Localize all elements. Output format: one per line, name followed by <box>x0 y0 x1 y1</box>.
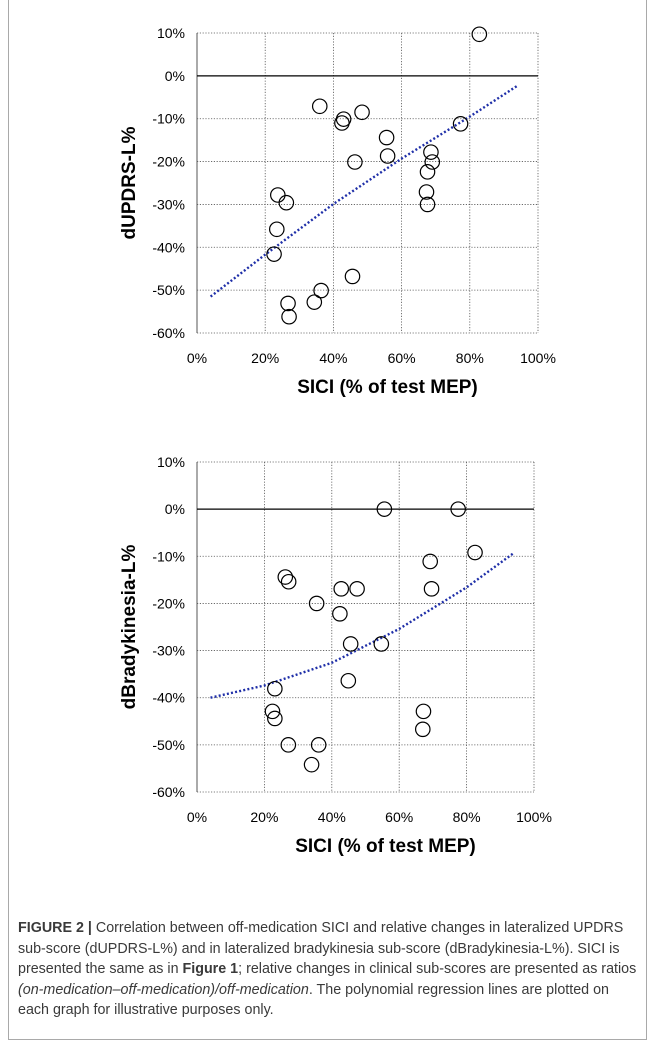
data-point <box>419 196 436 213</box>
data-point <box>415 703 432 720</box>
x-tick-label: 80% <box>453 809 481 825</box>
data-point <box>306 294 323 310</box>
y-tick-label: 0% <box>165 501 185 517</box>
y-tick-label: 10% <box>157 454 185 470</box>
data-point <box>342 636 359 652</box>
y-tick-label: -10% <box>152 548 185 564</box>
y-tick-label: -20% <box>152 154 185 170</box>
data-point <box>308 595 325 612</box>
data-point <box>452 116 469 132</box>
data-point <box>379 148 396 164</box>
y-tick-label: -40% <box>152 690 185 706</box>
y-axis-title: dBradykinesia-L% <box>119 545 140 710</box>
y-tick-label: 10% <box>157 25 185 41</box>
data-point <box>424 154 441 170</box>
x-tick-label: 20% <box>250 809 278 825</box>
caption-segment: Correlation between off-medication SICI … <box>18 920 624 978</box>
data-point <box>267 680 283 697</box>
x-axis-title: SICI (% of test MEP) <box>297 377 478 398</box>
x-tick-label: 60% <box>385 809 413 825</box>
data-point <box>333 581 350 597</box>
data-point <box>313 282 329 299</box>
trendline <box>210 552 515 699</box>
x-tick-label: 80% <box>456 350 484 366</box>
data-point <box>354 104 370 121</box>
data-point <box>280 737 297 753</box>
x-tick-label: 40% <box>318 809 346 825</box>
data-point <box>277 569 294 585</box>
data-point <box>332 606 348 622</box>
data-point <box>376 501 393 517</box>
data-point <box>310 737 327 753</box>
y-axis-title: dUPDRS-L% <box>119 126 140 239</box>
data-point <box>423 144 439 160</box>
data-point <box>349 581 365 597</box>
data-point <box>280 295 296 312</box>
x-axis-title: SICI (% of test MEP) <box>295 836 476 857</box>
y-tick-label: -30% <box>152 643 185 659</box>
x-tick-label: 40% <box>319 350 347 366</box>
data-point <box>334 115 350 131</box>
data-point <box>414 721 431 738</box>
data-point <box>418 184 435 200</box>
y-tick-label: -60% <box>152 325 185 341</box>
x-tick-label: 0% <box>187 350 207 366</box>
x-tick-label: 60% <box>388 350 416 366</box>
caption-segment-formula: (on-medication–off-medication)/off-medic… <box>18 981 309 998</box>
chart-dupdrs: 10%0%-10%-20%-30%-40%-50%-60%0% 20% 40% 60%… <box>119 25 556 398</box>
y-tick-label: -10% <box>152 111 185 127</box>
caption-label: FIGURE 2 | <box>18 920 92 936</box>
caption-segment: . The polynomial regression lines are pl… <box>18 981 609 1019</box>
data-point <box>303 756 320 773</box>
chart-dbradykinesia: 10%0%-10%-20%-30%-40%-50%-60%0% 20% 40% 60%… <box>119 454 552 857</box>
y-tick-label: -40% <box>152 239 185 255</box>
data-point <box>270 187 286 203</box>
y-tick-label: -20% <box>152 595 185 611</box>
y-tick-label: -30% <box>152 196 185 212</box>
x-tick-label: 100% <box>516 809 552 825</box>
figure-frame <box>8 0 647 1040</box>
data-point <box>281 308 297 325</box>
data-point <box>373 636 390 652</box>
y-tick-label: -50% <box>152 282 185 298</box>
data-point <box>268 221 285 238</box>
data-point <box>264 703 281 720</box>
data-point <box>467 544 483 561</box>
data-point <box>423 581 440 597</box>
data-point <box>344 268 361 285</box>
caption-segment-figure-ref: Figure 1 <box>182 961 239 978</box>
caption-segment: ; relative changes in clinical sub-score… <box>238 961 637 978</box>
data-point <box>266 246 282 262</box>
data-point <box>471 26 488 43</box>
data-point <box>422 553 439 570</box>
data-point <box>340 672 357 689</box>
data-point <box>311 98 328 115</box>
x-tick-label: 100% <box>520 350 556 366</box>
y-tick-label: -60% <box>152 784 185 800</box>
y-tick-label: -50% <box>152 737 185 753</box>
trendline <box>209 84 519 298</box>
data-point <box>267 710 283 727</box>
x-tick-label: 0% <box>187 809 207 825</box>
data-point <box>278 194 295 211</box>
data-point <box>419 164 436 180</box>
data-point <box>378 129 395 146</box>
data-point <box>450 501 466 517</box>
data-point <box>347 154 363 170</box>
y-tick-label: 0% <box>165 68 185 84</box>
x-tick-label: 20% <box>251 350 279 366</box>
figure-caption: FIGURE 2 | Correlation between off-medic… <box>18 918 640 1021</box>
data-point <box>280 573 297 590</box>
